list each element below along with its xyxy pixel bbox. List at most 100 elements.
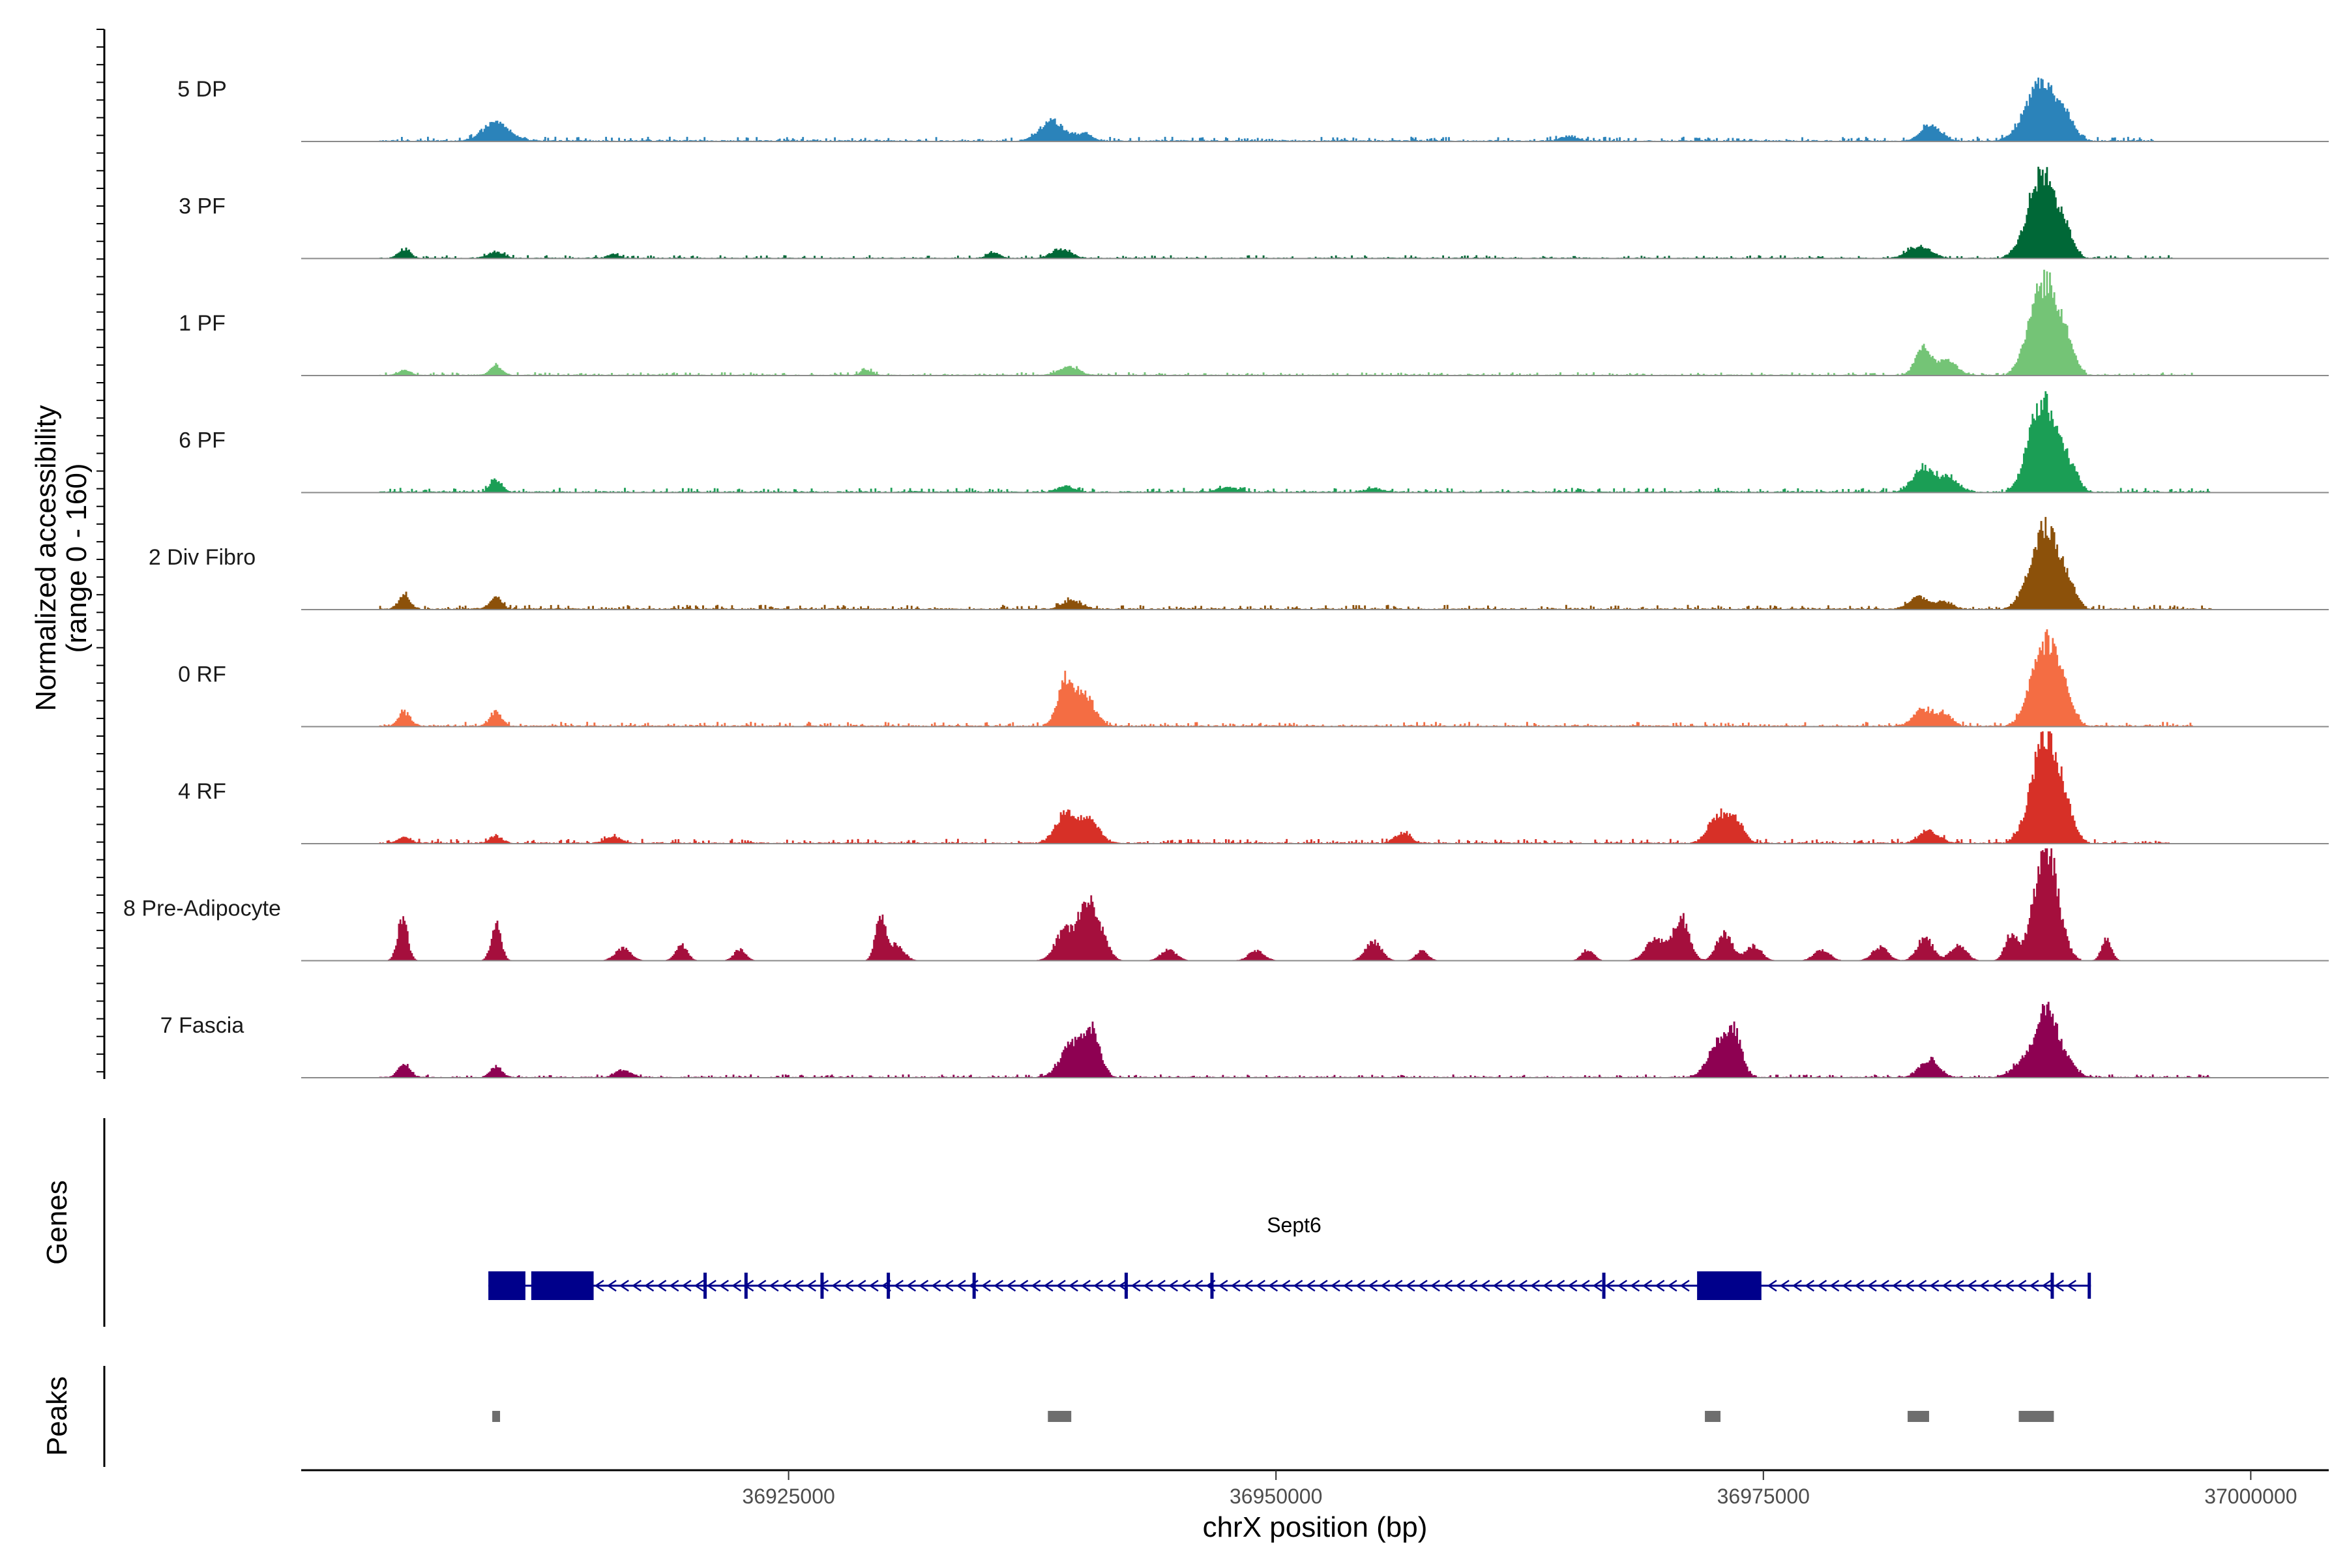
x-tick-label: 37000000 [2204,1485,2297,1508]
gene-strand-arrow [919,1279,929,1292]
gene-strand-arrow [2041,1279,2052,1292]
gene-strand-arrow [1368,1279,1378,1292]
gene-strand-arrow [1380,1279,1391,1292]
coverage-area-2-div-fibro [301,516,2329,610]
track-label-3-pf: 3 PF [179,194,226,219]
track-2-div-fibro: 2 Div Fibro [149,516,2329,610]
gene-strand-arrow [1393,1279,1403,1292]
gene-strand-arrow [1093,1279,1104,1292]
gene-strand-arrow [1018,1279,1029,1292]
gene-strand-arrow [806,1279,816,1292]
gene-strand-arrow [1468,1279,1478,1292]
gene-strand-arrow [1081,1279,1091,1292]
gene-exon [744,1273,748,1299]
gene-strand-arrow [1405,1279,1415,1292]
gene-strand-arrow [1655,1279,1665,1292]
gene-strand-arrow [1854,1279,1865,1292]
gene-strand-arrow [956,1279,966,1292]
gene-strand-arrow [793,1279,804,1292]
gene-strand-arrow [1330,1279,1340,1292]
gene-strand-arrow [1318,1279,1328,1292]
gene-strand-arrow [2016,1279,2027,1292]
gene-strand-arrow [856,1279,866,1292]
track-0-rf: 0 RF [178,629,2329,728]
gene-strand-arrow [1929,1279,1940,1292]
gene-strand-arrow [1043,1279,1054,1292]
gene-strand-arrow [1130,1279,1141,1292]
track-label-4-rf: 4 RF [178,779,226,804]
gene-strand-arrow [1155,1279,1166,1292]
gene-strand-arrow [1106,1279,1116,1292]
gene-strand-arrow [1792,1279,1802,1292]
gene-strand-arrow [594,1279,604,1292]
gene-strand-arrow [1954,1279,1964,1292]
gene-strand-arrow [844,1279,854,1292]
track-7-fascia: 7 Fascia [160,1001,2329,1078]
gene-exon [2050,1273,2054,1299]
gene-strand-arrow [731,1279,742,1292]
peak-region [1908,1411,1929,1422]
track-1-pf: 1 PF [179,269,2329,376]
gene-strand-arrow [2054,1279,2064,1292]
coverage-y-ticks [96,29,104,1072]
coverage-area-1-pf [301,269,2329,376]
gene-strand-arrow [669,1279,679,1292]
gene-strand-arrow [893,1279,904,1292]
gene-strand-arrow [769,1279,779,1292]
gene-strand-arrow [1492,1279,1503,1292]
gene-strand-arrow [1280,1279,1291,1292]
gene-strand-arrow [1867,1279,1877,1292]
track-3-pf: 3 PF [179,166,2329,259]
gene-strand-arrow [619,1279,629,1292]
track-label-6-pf: 6 PF [179,428,226,453]
coverage-tracks: 5 DP 3 PF 1 PF 6 PF 2 Div Fibro 0 RF 4 RF 8 Pre… [123,77,2329,1078]
gene-track [488,1271,2091,1300]
gene-strand-arrow [819,1279,829,1292]
peak-region [2018,1411,2054,1422]
gene-strand-arrow [1168,1279,1178,1292]
gene-strand-arrow [1817,1279,1827,1292]
gene-strand-arrow [1505,1279,1515,1292]
gene-strand-arrow [1143,1279,1153,1292]
peaks-panel-label: Peaks [41,1376,73,1456]
gene-exon [1210,1273,1214,1299]
coverage-area-4-rf [301,731,2329,844]
gene-strand-arrow [694,1279,704,1292]
track-8-pre-adipocyte: 8 Pre-Adipocyte [123,848,2329,962]
gene-strand-arrow [1617,1279,1627,1292]
gene-strand-arrow [981,1279,991,1292]
coverage-area-3-pf [301,166,2329,259]
gene-exon [820,1273,824,1299]
gene-strand-arrow [2029,1279,2039,1292]
gene-strand-arrow [756,1279,767,1292]
gene-strand-arrow [831,1279,842,1292]
gene-strand-arrow [719,1279,730,1292]
gene-strand-arrow [606,1279,617,1292]
gene-strand-arrow [943,1279,954,1292]
gene-strand-arrow [1767,1279,1777,1292]
gene-exon [1697,1271,1762,1300]
coverage-area-5-dp [301,78,2329,142]
gene-strand-arrow [1879,1279,1889,1292]
gene-strand-arrow [1543,1279,1553,1292]
gene-strand-arrow [1966,1279,1977,1292]
track-label-7-fascia: 7 Fascia [160,1013,244,1038]
gene-strand-arrow [1517,1279,1528,1292]
gene-strand-arrow [1342,1279,1353,1292]
gene-strand-arrow [1293,1279,1303,1292]
gene-strand-arrow [1181,1279,1191,1292]
peak-regions [492,1411,2054,1422]
gene-strand-arrow [1979,1279,1989,1292]
gene-strand-arrow [1417,1279,1428,1292]
gene-strand-arrow [1555,1279,1565,1292]
gene-strand-arrow [1055,1279,1066,1292]
x-tick-label: 36925000 [742,1485,834,1508]
gene-strand-arrow [1580,1279,1590,1292]
gene-strand-arrow [681,1279,692,1292]
gene-strand-arrow [1243,1279,1253,1292]
x-axis-ticks: 36925000 36950000 36975000 37000000 [742,1470,2297,1508]
track-label-8-pre-adipocyte: 8 Pre-Adipocyte [123,896,281,921]
gene-exon [887,1273,891,1299]
gene-strand-arrow [1842,1279,1852,1292]
